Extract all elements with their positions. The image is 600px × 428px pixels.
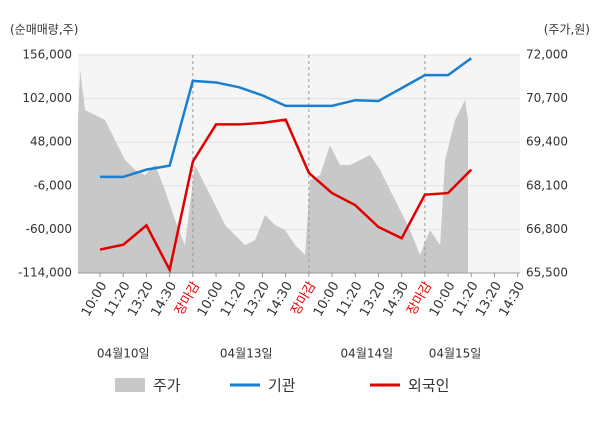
date-label: 04월13일: [220, 347, 273, 361]
series-line: [100, 57, 473, 179]
y-tick-label: -60,000: [26, 222, 72, 236]
series-line: [99, 118, 473, 274]
legend-label: 외국인: [408, 377, 449, 395]
y-tick-label: 48,000: [30, 135, 72, 149]
legend-swatch: [115, 378, 145, 392]
date-label: 04월15일: [429, 347, 482, 361]
y-tick-label: 156,000: [22, 48, 72, 62]
y-tick-label: -114,000: [18, 266, 72, 280]
legend-label: 기관: [268, 377, 296, 395]
date-label: 04월10일: [97, 347, 150, 361]
y2-tick-label: 69,400: [526, 135, 568, 149]
y2-tick-label: 66,800: [526, 222, 568, 236]
y-tick-label: -6,000: [33, 178, 72, 192]
y2-tick-label: 68,100: [526, 178, 568, 192]
legend-label: 주가: [153, 377, 181, 395]
y2-tick-label: 72,000: [526, 48, 568, 62]
y-tick-label: 102,000: [22, 91, 72, 105]
y-axis-label: (순매매량,주): [10, 23, 78, 37]
y2-tick-label: 70,700: [526, 91, 568, 105]
price-area: [78, 70, 469, 273]
y2-axis-label: (주가,원): [544, 23, 590, 37]
y2-tick-label: 65,500: [526, 266, 568, 280]
date-label: 04월14일: [341, 347, 394, 361]
